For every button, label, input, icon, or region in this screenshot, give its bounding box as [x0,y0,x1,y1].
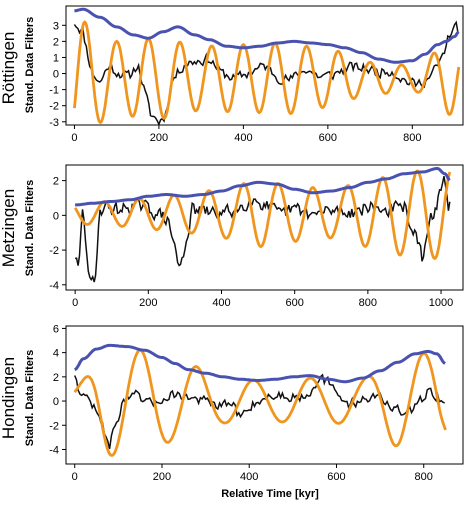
site-label-rottingen: Röttingen [0,32,18,105]
y-tick-label: -2 [49,420,59,432]
y-tick-label: -2 [49,101,59,113]
y-axis-label: Stand. Data Filters [24,180,36,277]
series-layer [73,7,461,127]
y-tick-label: 4 [53,348,59,360]
x-tick-label: 600 [327,471,345,483]
x-tick-label: 0 [71,132,77,144]
y-tick-label: 2 [53,372,59,384]
y-tick-label: 0 [53,69,59,81]
filter-series-line [73,348,447,457]
y-tick-label: -3 [49,117,59,129]
y-tick-label: -2 [49,245,59,257]
tick-layer: 0 200 400 600 800 -3 -2 -1 0 1 2 3 [49,20,421,144]
y-axis-label: Stand. Data Filters [24,350,36,447]
site-label-metzingen: Metzingen [0,189,18,267]
y-tick-label: 1 [53,52,59,64]
series-layer [73,167,452,283]
x-tick-label: 400 [234,132,252,144]
tick-layer: 0 200 400 600 800 1000 -4 -2 0 2 [49,176,453,309]
y-tick-label: 2 [53,176,59,188]
x-axis-label: Relative Time [kyr] [221,488,319,500]
y-tick-label: 6 [53,323,59,335]
x-tick-label: 1000 [429,297,453,309]
plot-frame [65,164,464,291]
data-series-line [74,373,445,450]
site-label-hondingen: Hondingen [0,357,18,439]
x-tick-label: 0 [72,297,78,309]
data-series-line [73,20,459,127]
series-layer [73,343,447,457]
filter-series-line [73,20,461,124]
envelope-series-line [75,167,451,207]
x-tick-label: 800 [359,297,377,309]
y-axis-label: Stand. Data Filters [24,17,36,114]
envelope-series-line [74,343,446,384]
x-tick-label: 200 [153,471,171,483]
y-tick-label: 2 [53,36,59,48]
x-tick-label: 0 [72,471,78,483]
panel-rottingen: Röttingen Stand. Data Filters 0 200 400 600… [0,5,464,144]
y-tick-label: -1 [49,85,59,97]
x-tick-label: 200 [139,297,157,309]
x-tick-label: 800 [415,471,433,483]
y-tick-label: -4 [49,280,59,292]
y-tick-label: 3 [53,20,59,32]
y-tick-label: -4 [49,444,59,456]
panel-metzingen: Metzingen Stand. Data Filters 0 200 400 600… [0,164,464,309]
x-tick-label: 600 [286,297,304,309]
plot-frame [65,325,464,465]
envelope-series-line [74,7,460,64]
x-tick-label: 200 [150,132,168,144]
x-tick-label: 800 [403,132,421,144]
x-tick-label: 400 [240,471,258,483]
x-tick-label: 400 [212,297,230,309]
x-tick-label: 600 [319,132,337,144]
y-tick-label: 0 [53,396,59,408]
tick-layer: 0 200 400 600 800 -4 -2 0 2 4 6 [49,323,433,483]
panel-hondingen: Hondingen Stand. Data Filters 0 200 400 600… [0,323,464,500]
y-tick-label: 0 [53,210,59,222]
filter-series-line [73,169,452,261]
plot-frame [65,5,464,126]
